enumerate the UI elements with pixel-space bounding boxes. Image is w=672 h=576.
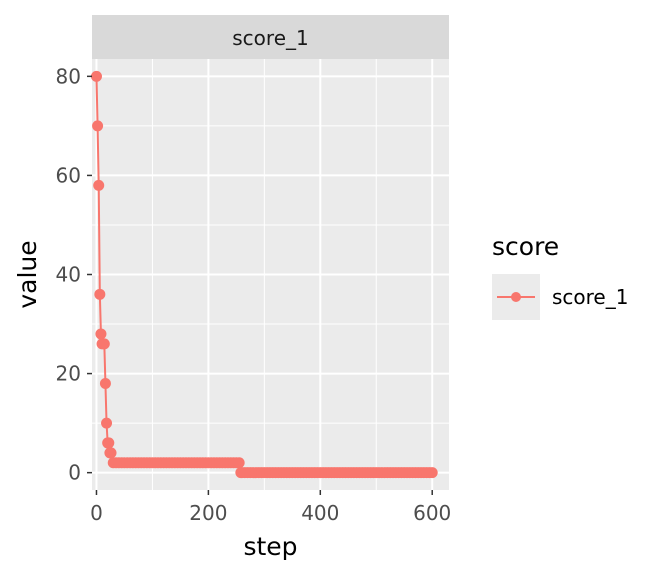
y-axis: 0 20 40 60 80 bbox=[56, 64, 92, 485]
y-tick-label: 0 bbox=[68, 461, 81, 485]
y-tick-label: 80 bbox=[56, 64, 81, 88]
data-point bbox=[99, 377, 111, 389]
data-point bbox=[233, 457, 245, 469]
facet-strip-label: score_1 bbox=[232, 26, 308, 50]
x-tick-label: 400 bbox=[301, 501, 339, 525]
legend-key-point bbox=[511, 292, 521, 302]
x-axis: 0 200 400 600 bbox=[90, 490, 451, 525]
series-layer bbox=[90, 70, 438, 479]
data-point bbox=[95, 328, 107, 340]
data-point bbox=[105, 447, 117, 459]
data-point bbox=[98, 338, 110, 350]
facet-strip bbox=[92, 15, 449, 59]
y-tick-label: 60 bbox=[56, 163, 81, 187]
data-point bbox=[92, 120, 104, 132]
x-tick-label: 0 bbox=[90, 501, 103, 525]
y-tick-label: 40 bbox=[56, 263, 81, 287]
legend: score score_1 bbox=[492, 232, 628, 320]
x-tick-label: 200 bbox=[189, 501, 227, 525]
data-point bbox=[93, 179, 105, 191]
legend-title: score bbox=[492, 232, 559, 261]
x-axis-title: step bbox=[243, 532, 297, 561]
y-tick-label: 20 bbox=[56, 362, 81, 386]
data-point bbox=[94, 288, 106, 300]
data-point bbox=[426, 467, 438, 479]
x-tick-label: 600 bbox=[413, 501, 451, 525]
data-point bbox=[101, 417, 113, 429]
data-point bbox=[90, 70, 102, 82]
y-axis-title: value bbox=[13, 240, 42, 308]
legend-entry-label: score_1 bbox=[552, 285, 628, 309]
data-point bbox=[103, 437, 115, 449]
